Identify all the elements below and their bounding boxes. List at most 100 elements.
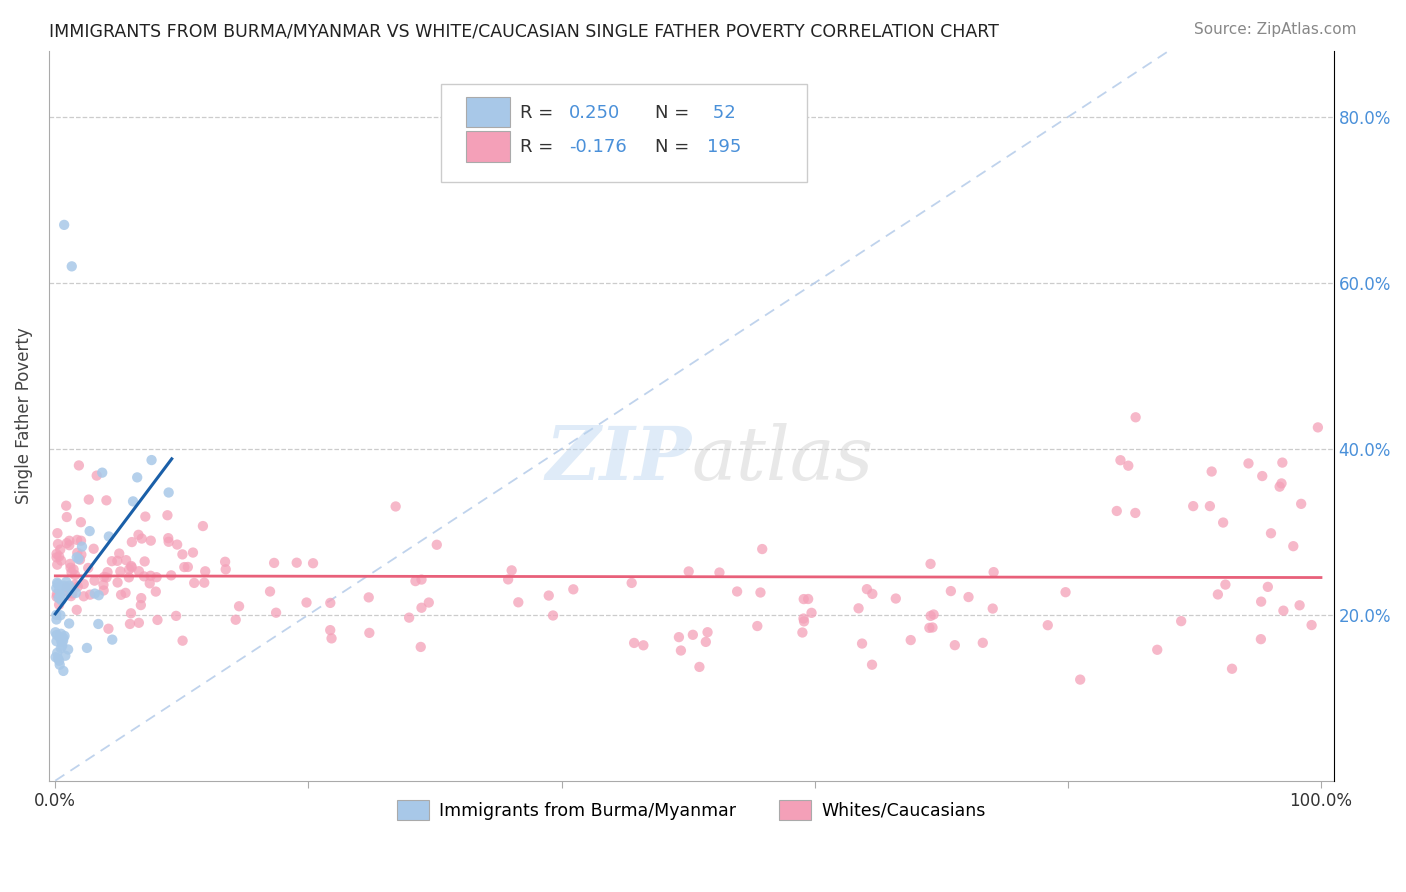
Point [145,570,167,584]
Point [45,547,67,561]
Point [127,470,149,484]
Point [132,569,155,583]
Point [1288,599,1310,613]
Point [177,560,200,574]
Point [79,524,101,538]
Point [121,560,143,574]
Point [93,570,115,584]
Point [860,657,883,672]
Point [1306,420,1329,434]
Point [981,601,1004,615]
Point [55,536,77,550]
Text: N =: N = [655,103,696,121]
Point [56,510,79,524]
Point [91,466,114,480]
Point [537,589,560,603]
Point [1182,499,1205,513]
Point [70,533,93,548]
Point [1146,642,1168,657]
Point [193,575,215,590]
Point [1199,499,1222,513]
Text: atlas: atlas [692,423,873,496]
Point [228,599,250,614]
Point [66,533,89,547]
Text: N =: N = [655,138,696,156]
Point [793,592,815,607]
Point [46,575,69,590]
Point [58,616,80,631]
Point [70,540,93,554]
FancyBboxPatch shape [467,96,510,128]
Point [409,640,432,654]
Point [107,575,129,590]
Point [49,580,72,594]
Point [848,601,870,615]
Point [263,556,285,570]
Point [46,651,69,665]
Point [259,584,281,599]
Point [129,591,152,606]
Text: IMMIGRANTS FROM BURMA/MYANMAR VS WHITE/CAUCASIAN SINGLE FATHER POVERTY CORRELATI: IMMIGRANTS FROM BURMA/MYANMAR VS WHITE/C… [49,22,1000,40]
Point [359,626,381,640]
Point [1069,673,1091,687]
Point [709,566,731,580]
Point [172,633,194,648]
Point [58,533,80,548]
Y-axis label: Single Father Poverty: Single Father Poverty [15,327,32,504]
Point [1301,618,1323,632]
FancyBboxPatch shape [441,84,807,182]
Point [58,579,80,593]
Text: 0.250: 0.250 [569,103,620,121]
Point [101,632,124,647]
Point [49,553,72,567]
Point [53,648,76,663]
Point [118,570,141,584]
Point [695,635,717,649]
Point [1282,539,1305,553]
Point [49,608,72,623]
Point [48,583,70,598]
Point [59,557,82,571]
Point [55,499,77,513]
Point [77,561,100,575]
Point [943,638,966,652]
Point [141,453,163,467]
Point [285,556,308,570]
Point [48,598,70,612]
Point [623,636,645,650]
Point [101,554,124,568]
Point [1257,580,1279,594]
Point [1268,480,1291,494]
Point [983,565,1005,579]
Point [157,531,180,545]
Point [1250,594,1272,608]
Point [128,615,150,630]
Point [398,610,420,624]
Point [1220,662,1243,676]
Point [214,555,236,569]
Point [48,654,70,668]
Point [295,595,318,609]
Point [49,589,72,603]
Point [120,607,142,621]
Point [264,606,287,620]
Point [105,554,128,568]
Point [411,600,433,615]
Point [501,563,523,577]
Point [1054,585,1077,599]
Point [49,641,72,656]
Point [121,535,143,549]
Point [96,493,118,508]
Point [48,549,70,564]
Point [851,636,873,650]
Point [1212,516,1234,530]
Point [145,584,167,599]
Point [1201,465,1223,479]
Point [48,591,70,605]
Point [79,588,101,602]
Point [118,562,141,576]
Point [93,578,115,592]
Point [46,526,69,541]
Point [797,592,820,607]
Point [46,558,69,572]
